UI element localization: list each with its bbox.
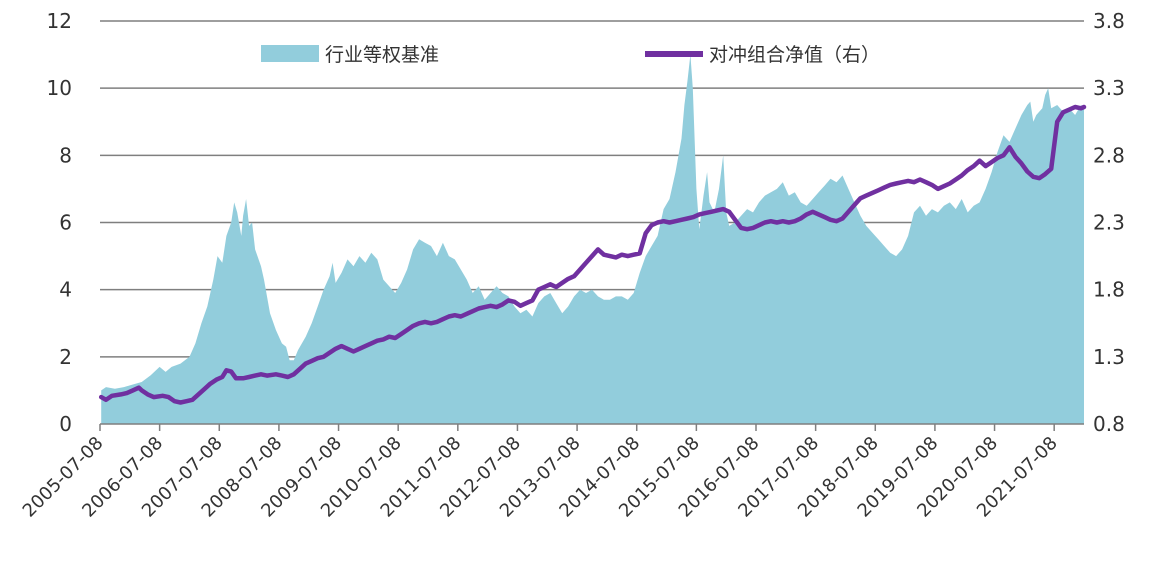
y-left-tick-label: 10: [47, 76, 72, 100]
y-left-tick-label: 12: [47, 9, 72, 33]
legend-swatch-area: [261, 45, 319, 62]
legend: 行业等权基准 对冲组合净值（右）: [261, 44, 880, 66]
y-right-tick-label: 2.3: [1093, 211, 1125, 235]
y-right-tick-label: 2.8: [1093, 143, 1125, 167]
y-left-tick-label: 4: [59, 278, 72, 302]
line-series: [98, 104, 1087, 405]
y-right-tick-label: 1.3: [1093, 345, 1125, 369]
area-series-path: [101, 54, 1084, 424]
y-right-tick-label: 0.8: [1093, 412, 1125, 436]
y-right-tick-label: 1.8: [1093, 278, 1125, 302]
y-left-tick-label: 6: [59, 211, 72, 235]
y-right-tick-label: 3.3: [1093, 76, 1125, 100]
legend-label-line: 对冲组合净值（右）: [709, 44, 880, 66]
area-series: [101, 54, 1084, 424]
line-series-path: [98, 104, 1087, 405]
y-left-tick-label: 8: [59, 143, 72, 167]
legend-label-area: 行业等权基准: [325, 44, 439, 66]
y-left-tick-label: 0: [59, 412, 72, 436]
y-right-tick-label: 3.8: [1093, 9, 1125, 33]
y-left-tick-label: 2: [59, 345, 72, 369]
